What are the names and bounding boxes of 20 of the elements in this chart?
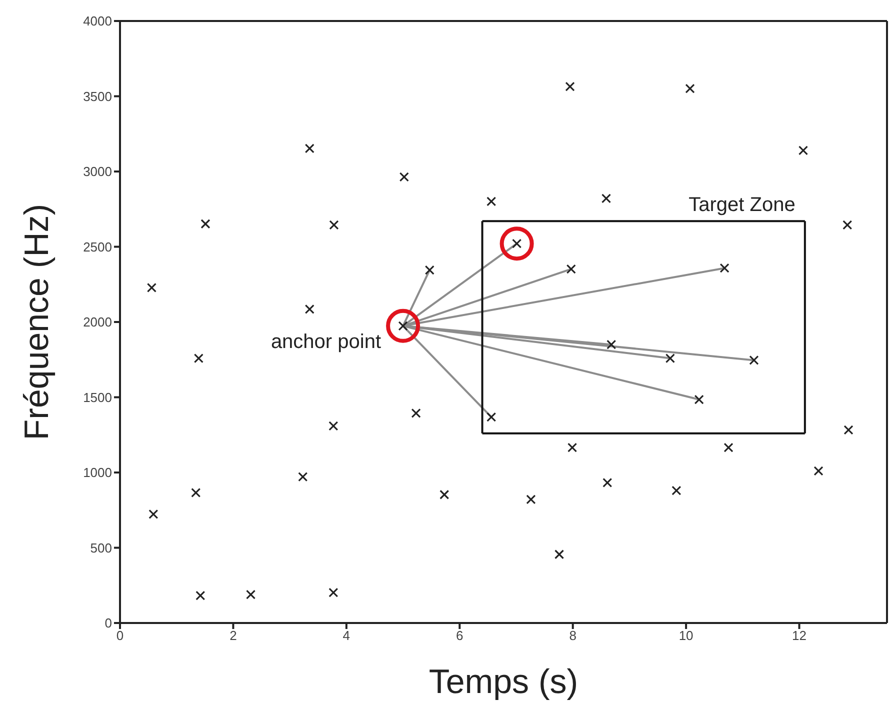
x-tick-label: 6 (456, 628, 464, 644)
y-tick-label: 2000 (83, 314, 112, 330)
y-tick-label: 3000 (83, 164, 112, 180)
annotation: Target Zone (688, 194, 796, 216)
x-tick-label: 8 (569, 628, 576, 644)
x-tick-label: 12 (792, 628, 806, 644)
x-tick-label: 4 (342, 628, 350, 644)
x-tick-label: 10 (678, 628, 694, 644)
y-tick-label: 4000 (83, 14, 112, 29)
y-tick-label: 3500 (83, 88, 112, 104)
y-tick-label: 500 (90, 540, 112, 556)
y-tick-label: 2500 (83, 239, 112, 254)
annotation: anchor point (270, 330, 382, 353)
x-tick-label: 2 (230, 628, 237, 644)
x-tick-label: 0 (116, 628, 124, 644)
x-axis-title: Temps (s) (428, 663, 578, 701)
y-tick-label: 0 (104, 616, 112, 631)
y-tick-label: 1000 (83, 465, 112, 480)
y-axis-title: Fréquence (Hz) (18, 204, 56, 440)
y-tick-label: 1500 (83, 390, 112, 405)
